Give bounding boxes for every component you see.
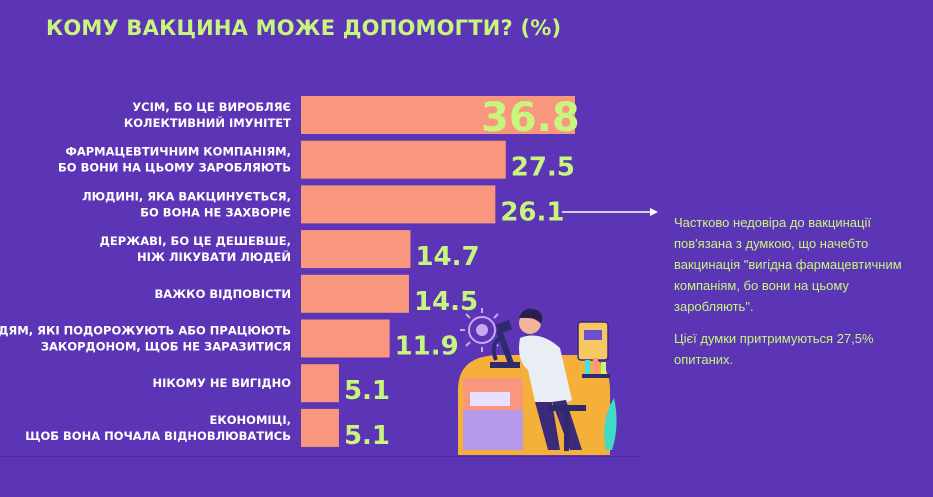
microscope-icon bbox=[490, 319, 520, 368]
value-label-6: 11.9 bbox=[395, 332, 459, 362]
bar-6 bbox=[301, 319, 390, 358]
value-label-1: 36.8 bbox=[481, 95, 580, 141]
bar-5 bbox=[301, 274, 409, 313]
annotation-paragraph-2: Цієї думки притримуються 27,5% опитаних. bbox=[674, 331, 874, 367]
category-label-2: ФАРМАЦЕВТИЧНИМ КОМПАНІЯМ, БО ВОНИ НА ЦЬОМ… bbox=[58, 145, 291, 175]
category-label-3: ЛЮДИНІ, ЯКА ВАКЦИНУЄТЬСЯ, БО ВОНА НЕ ЗАХВ… bbox=[82, 189, 291, 219]
bar-8 bbox=[301, 408, 339, 447]
category-label-7: НІКОМУ НЕ ВИГІДНО bbox=[152, 376, 291, 390]
scientist-illustration bbox=[458, 308, 617, 455]
value-label-5: 14.5 bbox=[414, 287, 478, 317]
annotation-text: Частково недовіра до вакцинації пов'язан… bbox=[674, 212, 924, 381]
value-label-2: 27.5 bbox=[511, 153, 575, 183]
bar-2 bbox=[301, 140, 506, 179]
baseline-divider bbox=[0, 456, 640, 457]
value-label-7: 5.1 bbox=[344, 376, 390, 406]
annotation-arrow bbox=[562, 208, 658, 216]
category-label-1: УСІМ, БО ЦЕ ВИРОБЛЯЄ КОЛЕКТИВНИЙ ІМУНІТЕТ bbox=[124, 100, 291, 130]
category-label-6: ЛЮДЯМ, ЯКІ ПОДОРОЖУЮТЬ АБО ПРАЦЮЮТЬ ЗАКОР… bbox=[0, 324, 291, 354]
chart-title: КОМУ ВАКЦИНА МОЖЕ ДОПОМОГТИ? (%) bbox=[46, 16, 562, 40]
value-label-3: 26.1 bbox=[500, 197, 564, 227]
test-tubes-icon bbox=[582, 358, 610, 378]
virus-icon bbox=[460, 308, 504, 352]
value-label-4: 14.7 bbox=[415, 242, 479, 272]
bar-4 bbox=[301, 230, 411, 269]
value-label-8: 5.1 bbox=[344, 421, 390, 451]
category-label-5: ВАЖКО ВІДПОВІСТИ bbox=[154, 287, 291, 301]
bar-7 bbox=[301, 364, 339, 403]
bar-3 bbox=[301, 185, 496, 224]
category-label-8: ЕКОНОМІЦІ, ЩОБ ВОНА ПОЧАЛА ВІДНОВЛЮВАТИСЬ bbox=[25, 413, 291, 443]
bars-layer: УСІМ, БО ЦЕ ВИРОБЛЯЄ КОЛЕКТИВНИЙ ІМУНІТЕТ… bbox=[0, 95, 580, 451]
category-label-4: ДЕРЖАВІ, БО ЦЕ ДЕШЕВШЕ, НІЖ ЛІКУВАТИ ЛЮДЕ… bbox=[100, 234, 291, 264]
bar-1 bbox=[301, 96, 575, 134]
annotation-paragraph-1: Частково недовіра до вакцинації пов'язан… bbox=[674, 215, 902, 314]
